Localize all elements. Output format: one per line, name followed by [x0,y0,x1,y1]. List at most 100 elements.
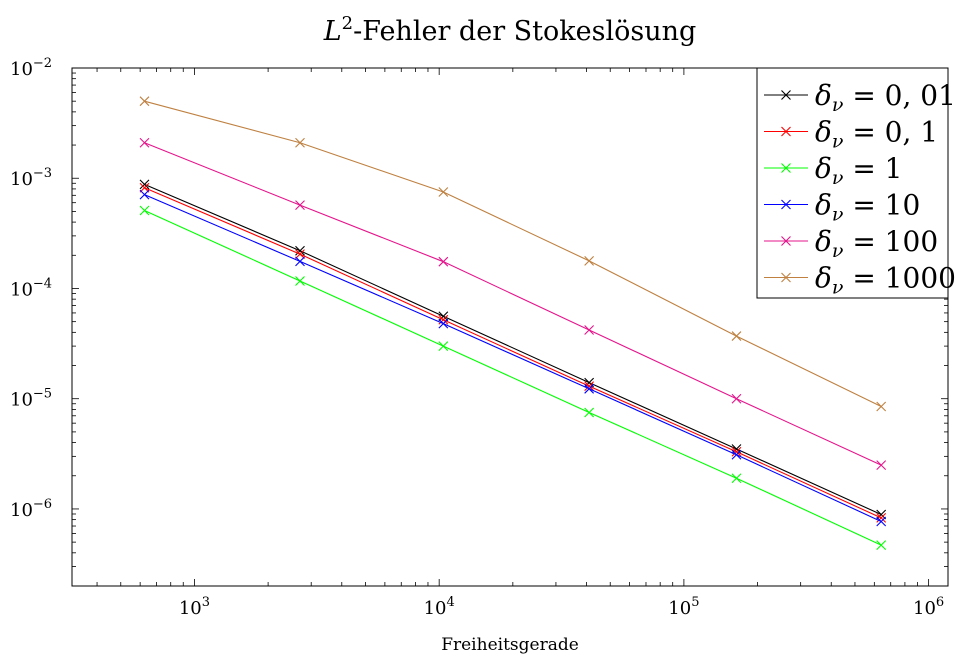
legend-item: δν = 1000 [764,262,956,299]
x-tick-label: 103 [179,595,210,619]
series-6 [139,96,887,412]
data-point [876,460,887,470]
legend-delta: δ [815,189,832,222]
legend-delta: δ [815,79,832,112]
title-superscript: 2 [342,13,353,34]
data-point [584,383,595,394]
data-point [139,96,150,107]
series-3 [139,205,887,550]
data-point [731,449,742,460]
x-tick-exponent: 4 [446,595,454,610]
data-point [584,381,595,392]
legend-marker [781,272,791,283]
y-tick-label: 10−5 [10,387,52,411]
y-tick-exponent: −6 [33,497,52,512]
y-tick-label: 10−2 [10,56,52,80]
legend-subscript: ν [832,167,844,189]
series-layer [139,96,887,550]
legend-subscript: ν [832,240,844,262]
series-line [144,194,882,522]
data-point [584,255,595,266]
x-tick-label: 105 [668,595,699,619]
x-tick-exponent: 6 [936,595,944,610]
legend-item: δν = 100 [764,225,938,262]
legend-value: = 0, 1 [843,116,938,149]
series-1 [139,179,887,520]
legend-value: = 0, 01 [843,79,956,112]
data-point [295,249,305,259]
plot-area [71,67,949,587]
x-axis-label: Freiheitsgerade [441,635,579,655]
data-point [295,200,305,211]
data-point [295,245,305,256]
legend-subscript: ν [832,131,844,153]
legend-marker [781,199,791,210]
series-4 [139,189,887,527]
legend-marker [781,126,791,137]
legend-item: δν = 1 [764,152,903,189]
series-line [144,183,882,516]
legend-marker [781,90,791,100]
legend-item: δν = 0, 01 [764,79,956,116]
data-point [139,189,150,200]
series-2 [139,182,887,523]
data-point [876,512,887,523]
y-tick-label: 10−6 [10,497,52,521]
y-tick-base: 10 [10,390,33,411]
series-line [144,142,882,466]
x-tick-base: 10 [913,598,936,619]
data-point [876,516,887,527]
x-tick-label: 104 [424,595,455,619]
y-tick-base: 10 [10,279,33,300]
data-point [438,341,449,352]
data-point [295,137,305,148]
data-point [876,401,887,412]
legend-subscript: ν [832,94,844,116]
legend-delta: δ [815,262,832,295]
plot-border [71,67,949,587]
data-point [876,540,887,550]
x-tick-exponent: 5 [691,595,699,610]
data-point [438,187,449,197]
legend-label: δν = 0, 01 [815,79,956,116]
legend-value: = 1 [843,152,902,185]
legend-label: δν = 0, 1 [815,116,938,153]
data-point [295,256,305,267]
series-5 [139,137,887,470]
series-line [144,187,882,519]
legend-label: δν = 1 [815,152,903,189]
legend-marker [781,236,791,246]
legend-value: = 1000 [843,262,956,295]
legend-value: = 100 [843,225,938,258]
x-tick-base: 10 [424,598,447,619]
x-tick-label: 106 [913,595,944,619]
legend-value: = 10 [843,189,920,222]
legend-label: δν = 1000 [815,262,956,299]
data-point [139,182,150,193]
legend-item: δν = 0, 1 [764,116,938,153]
data-point [584,407,595,418]
x-tick-base: 10 [668,598,691,619]
legend-box [756,67,949,299]
data-point [295,276,305,286]
y-tick-exponent: −3 [33,166,52,181]
data-point [584,325,595,335]
data-point [438,318,449,329]
y-tick-exponent: −5 [33,387,52,402]
y-tick-base: 10 [10,500,33,521]
y-tick-exponent: −4 [33,276,52,291]
data-point [731,446,742,457]
series-line [144,100,882,407]
legend-item: δν = 10 [764,189,920,226]
data-point [731,393,742,404]
data-point [139,179,150,190]
legend-marker [781,163,791,173]
y-tick-label: 10−4 [10,276,52,300]
x-tick-exponent: 3 [202,595,210,610]
data-point [438,311,449,322]
legend-delta: δ [815,225,832,258]
y-tick-label: 10−3 [10,166,52,190]
